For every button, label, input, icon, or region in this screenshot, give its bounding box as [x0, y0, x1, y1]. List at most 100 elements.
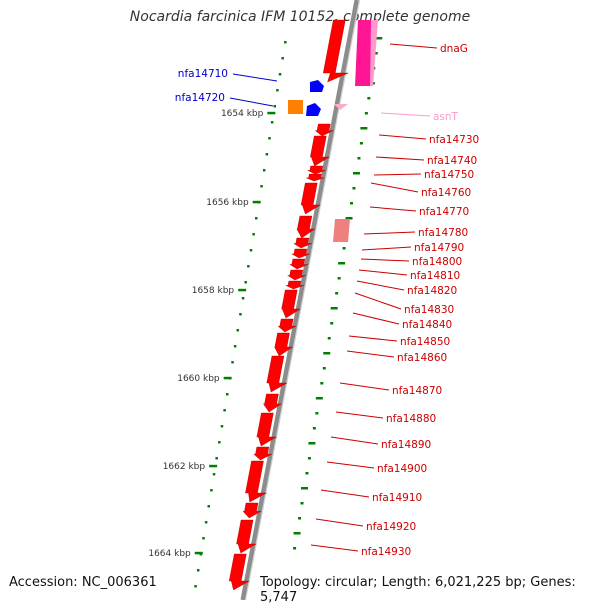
leader-line	[232, 73, 278, 82]
scale-tick	[209, 464, 218, 468]
gene-label-right: nfa14740	[427, 155, 477, 167]
gene-label-right: dnaG	[440, 43, 468, 55]
tick-dot	[225, 393, 229, 396]
gene-label-right: nfa14780	[418, 227, 468, 239]
tick-dot	[204, 521, 208, 524]
gene-arrow	[236, 519, 257, 554]
tick-dot	[252, 233, 255, 236]
gene-label-right: nfa14910	[372, 492, 422, 504]
leader-line	[315, 518, 364, 527]
tick-dot	[338, 262, 346, 265]
gene-label-right: nfa14810	[410, 270, 460, 282]
tick-dot	[247, 265, 250, 268]
scale-label: 1654 kbp	[221, 109, 264, 119]
tick-dot	[320, 382, 324, 385]
accession-text: Accession: NC_006361	[9, 575, 157, 590]
map-title: Nocardia farcinica IFM 10152, complete g…	[129, 9, 471, 25]
leader-line	[356, 280, 405, 291]
gene-arrow	[314, 123, 334, 137]
scale-ruler: 1654 kbp 1656 kbp 1658 kbp 1660 kbp 1662 kbp…	[148, 109, 276, 559]
gene-arrow	[281, 289, 301, 319]
tick-dot	[323, 352, 331, 355]
leader-line	[360, 258, 410, 262]
tick-dot	[202, 537, 205, 540]
leader-line	[380, 112, 431, 117]
gene-label-right: nfa14930	[361, 546, 411, 558]
scale-tick	[267, 111, 276, 115]
leader-line	[229, 97, 274, 107]
tick-dot	[364, 112, 368, 115]
tick-dot	[207, 505, 211, 508]
scale-label: 1656 kbp	[206, 198, 249, 208]
scale-label: 1658 kbp	[192, 286, 235, 296]
gene-label-right: nfa14830	[404, 304, 454, 316]
gene-arrow	[300, 182, 322, 215]
gene-label-right: nfa14850	[400, 336, 450, 348]
dnaG-gene-shade	[370, 20, 378, 86]
gene-arrow	[277, 318, 297, 333]
leader-line	[378, 134, 427, 140]
tick-dot	[345, 217, 353, 220]
tick-dot	[265, 153, 269, 156]
gene-arrow	[266, 355, 288, 393]
tick-dot	[375, 37, 383, 40]
reverse-gene	[310, 80, 324, 92]
gene-arrow	[291, 248, 310, 259]
gene-label-right: nfa14880	[386, 413, 436, 425]
leader-line	[320, 489, 370, 498]
tick-dot	[255, 217, 258, 220]
leader-line	[358, 269, 408, 276]
gene-label-right: nfa14920	[366, 521, 416, 533]
gene-arrow	[289, 258, 308, 270]
tick-dot	[350, 202, 354, 205]
backbone-line	[240, 0, 360, 600]
leader-line	[354, 292, 402, 310]
tick-dot	[335, 292, 339, 295]
leader-line	[375, 156, 425, 161]
leader-line	[326, 461, 375, 469]
gene-label-right: nfa14770	[419, 206, 469, 218]
tick-dot	[233, 345, 237, 348]
gene-arrow	[256, 412, 278, 447]
tick-dot	[305, 472, 309, 475]
leader-line	[361, 246, 412, 251]
gene-arrow	[296, 215, 316, 239]
trna-marker	[334, 104, 348, 110]
gene-label-right: nfa14820	[407, 285, 457, 297]
gene-label-right: nfa14760	[421, 187, 471, 199]
leader-line	[363, 231, 416, 235]
gene-label-right: nfa14900	[377, 463, 427, 475]
gene-arrow	[263, 393, 283, 413]
gene-label-right: nfa14870	[392, 385, 442, 397]
gene-track	[228, 19, 378, 591]
tick-dot	[268, 137, 271, 140]
tick-dot	[330, 322, 334, 325]
tick-dot	[236, 329, 240, 332]
gene-arrow	[310, 135, 331, 167]
tick-dot	[270, 121, 274, 124]
tick-dot	[357, 157, 361, 160]
tick-dot	[300, 487, 308, 490]
tick-dot	[220, 425, 224, 428]
gene-arrow	[242, 502, 262, 519]
gene-label-left: nfa14710	[178, 68, 228, 80]
scale-tick	[238, 288, 247, 292]
tick-dot	[359, 142, 363, 145]
tick-dot	[308, 442, 316, 445]
tick-dot	[244, 281, 247, 284]
tick-dot	[210, 489, 213, 492]
gene-arrow	[322, 19, 349, 83]
tick-dot	[374, 52, 378, 55]
gene-arrow	[253, 446, 272, 461]
tick-dot	[307, 457, 311, 460]
gene-arrow	[287, 269, 306, 281]
genome-backbone	[240, 0, 361, 600]
tick-dot	[262, 169, 266, 172]
leader-line	[310, 544, 359, 552]
tick-dot	[300, 502, 304, 505]
tick-dot	[281, 57, 284, 60]
tick-dot	[312, 427, 316, 430]
leader-line	[339, 382, 390, 391]
gene-label-right: nfa14890	[381, 439, 431, 451]
